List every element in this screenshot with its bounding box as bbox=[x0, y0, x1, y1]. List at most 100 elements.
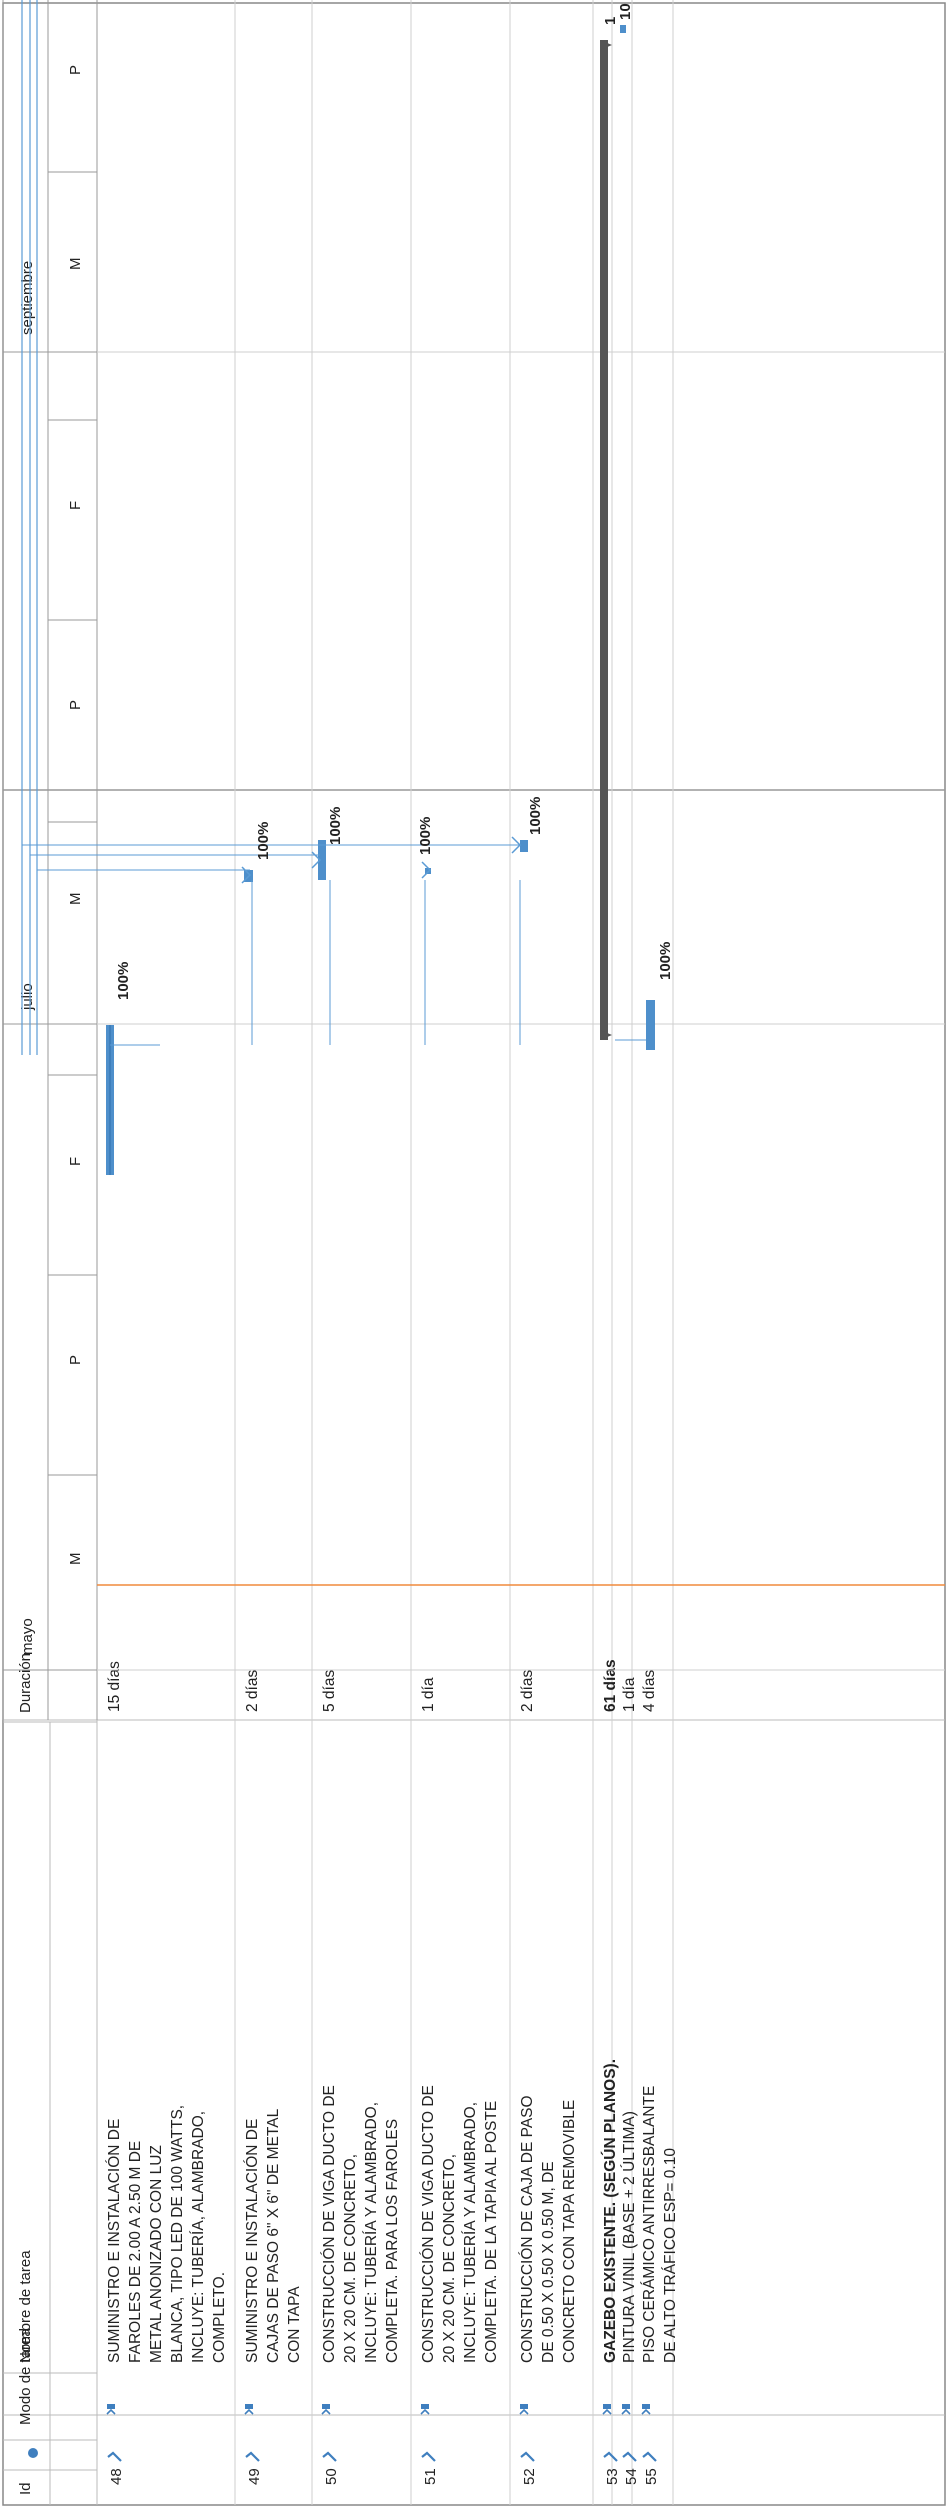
timescale-major-label: septiembre bbox=[19, 261, 36, 335]
task-duration: 1 día bbox=[621, 1677, 638, 1712]
table-row[interactable]: 54 PINTURA VINIL (BASE + 2 ÚLTIMA) 1 día bbox=[621, 1677, 640, 2485]
task-id: 48 bbox=[108, 2468, 125, 2485]
task-mode-icon bbox=[420, 2404, 430, 2415]
task-mode-icon bbox=[519, 2404, 529, 2415]
col-header-mode-text: Modo de tarea bbox=[17, 2328, 34, 2425]
task-duration: 5 días bbox=[321, 1670, 338, 1712]
row-lines bbox=[234, 0, 674, 2505]
timescale-minor-label: P bbox=[67, 65, 84, 75]
task-name-line: COMPLETA. DE LA TAPIA AL POSTE bbox=[483, 2101, 500, 2363]
task-id: 53 bbox=[604, 2468, 621, 2485]
task-name-line: PINTURA VINIL (BASE + 2 ÚLTIMA) bbox=[621, 2111, 638, 2363]
checkmark-icon bbox=[245, 2451, 260, 2462]
task-id: 55 bbox=[643, 2468, 660, 2485]
task-percent-label: 100% bbox=[657, 942, 674, 980]
task-id: 51 bbox=[422, 2468, 439, 2485]
checkmark-icon bbox=[322, 2451, 337, 2462]
timescale-minor-label: M bbox=[67, 893, 84, 906]
task-duration: 15 días bbox=[106, 1661, 123, 1712]
task-name-line: 20 X 20 CM. DE CONCRETO, bbox=[441, 2154, 458, 2363]
table-row[interactable]: 48 SUMINISTRO E INSTALACIÓN DE FAROLES DE … bbox=[106, 1661, 228, 2485]
task-name-line: INCLUYE: TUBERÍA Y ALAMBRADO, bbox=[462, 2102, 479, 2363]
task-duration: 61 días bbox=[602, 1659, 619, 1712]
task-name-line: SUMINISTRO E INSTALACIÓN DE bbox=[106, 2119, 123, 2363]
task-mode-icon bbox=[602, 2404, 612, 2415]
col-header-duration: Duración bbox=[17, 1653, 34, 1713]
timescale-minor-label: P bbox=[67, 1355, 84, 1365]
task-id: 49 bbox=[246, 2468, 263, 2485]
task-duration: 2 días bbox=[244, 1670, 261, 1712]
task-name-line: 20 X 20 CM. DE CONCRETO, bbox=[342, 2154, 359, 2363]
task-id: 50 bbox=[323, 2468, 340, 2485]
timescale-minor-label: M bbox=[67, 1553, 84, 1566]
task-percent-label: 10 bbox=[617, 3, 634, 20]
summary-bar-53[interactable] bbox=[600, 40, 608, 1040]
task-id: 52 bbox=[521, 2468, 538, 2485]
task-percent-label: 100% bbox=[115, 962, 132, 1000]
table-row[interactable]: 52 CONSTRUCCIÓN DE CAJA DE PASO DE 0.50 X … bbox=[519, 1670, 578, 2485]
task-percent-label: 100% bbox=[327, 807, 344, 845]
task-mode-icon bbox=[106, 2404, 116, 2415]
task-name-line: CONSTRUCCIÓN DE VIGA DUCTO DE bbox=[420, 2085, 437, 2363]
task-mode-icon bbox=[244, 2404, 254, 2415]
task-bar-50[interactable] bbox=[318, 840, 326, 880]
task-duration: 4 días bbox=[641, 1670, 658, 1712]
task-name-line: CONCRETO CON TAPA REMOVIBLE bbox=[561, 2100, 578, 2363]
table-row[interactable]: 55 PISO CERÁMICO ANTIRRESBALANTE DE ALTO T… bbox=[641, 1670, 679, 2485]
table-row[interactable]: 51 CONSTRUCCIÓN DE VIGA DUCTO DE 20 X 20 C… bbox=[420, 1677, 500, 2485]
checkmark-icon bbox=[520, 2451, 535, 2462]
timescale-minor-label: M bbox=[67, 258, 84, 271]
col-header-mode: Modo de tarea bbox=[17, 2328, 34, 2425]
task-bar-52[interactable] bbox=[520, 840, 528, 852]
table-row[interactable]: 50 CONSTRUCCIÓN DE VIGA DUCTO DE 20 X 20 C… bbox=[321, 1670, 401, 2485]
checkmark-icon bbox=[642, 2451, 657, 2462]
task-name-line: INCLUYE: TUBERÍA Y ALAMBRADO, bbox=[363, 2102, 380, 2363]
task-name-line: CON TAPA bbox=[286, 2286, 303, 2363]
task-name-line: DE ALTO TRÁFICO ESP= 0.10 bbox=[662, 2148, 679, 2363]
table-row[interactable]: 53 GAZEBO EXISTENTE. (SEGÚN PLANOS). 61 dí… bbox=[601, 1659, 621, 2485]
task-mode-icon bbox=[621, 2404, 631, 2415]
timescale: mayo julio septiembre M P F M P F M P bbox=[2, 0, 98, 1720]
checkmark-icon bbox=[107, 2451, 122, 2462]
table-row[interactable]: 49 SUMINISTRO E INSTALACIÓN DE CAJAS DE PA… bbox=[244, 1670, 303, 2485]
task-mode-icon bbox=[321, 2404, 331, 2415]
task-name-line: COMPLETA. PARA LOS FAROLES bbox=[384, 2119, 401, 2363]
timescale-minor-label: P bbox=[67, 700, 84, 710]
checkmark-icon bbox=[603, 2451, 618, 2462]
timescale-major-label: julio bbox=[19, 983, 36, 1011]
timescale-minor-label: F bbox=[67, 501, 84, 510]
checkmark-icon bbox=[622, 2451, 637, 2462]
task-bar-55[interactable] bbox=[646, 1000, 655, 1050]
gantt-chart: 100% 100% 100% 100% 100% 110 100% bbox=[21, 0, 945, 1671]
task-bar-54[interactable] bbox=[620, 25, 626, 33]
table-header: Id Modo de tarea Nombre de tarea Duració… bbox=[17, 1653, 38, 2495]
task-name-line: COMPLETO. bbox=[211, 2272, 228, 2363]
task-percent-label: 100% bbox=[527, 797, 544, 835]
task-id: 54 bbox=[623, 2468, 640, 2485]
task-name-line: INCLUYE: TUBERÍA, ALAMBRADO, bbox=[190, 2111, 207, 2363]
task-name-line: BLANCA, TIPO LED DE 100 WATTS, bbox=[169, 2105, 186, 2363]
task-duration: 2 días bbox=[519, 1670, 536, 1712]
task-name-line: GAZEBO EXISTENTE. (SEGÚN PLANOS). bbox=[601, 2059, 619, 2363]
checkmark-icon bbox=[421, 2451, 436, 2462]
col-header-name: Nombre de tarea bbox=[17, 2250, 34, 2363]
link-arrow-icon bbox=[421, 861, 432, 879]
task-name-line: CAJAS DE PASO 6" X 6" DE METAL bbox=[265, 2108, 282, 2363]
task-name-line: CONSTRUCCIÓN DE VIGA DUCTO DE bbox=[321, 2085, 338, 2363]
task-name-line: DE 0.50 X 0.50 X 0.50 M, DE bbox=[540, 2161, 557, 2363]
timescale-major-label: mayo bbox=[19, 1618, 36, 1655]
task-name-line: SUMINISTRO E INSTALACIÓN DE bbox=[244, 2119, 261, 2363]
info-icon bbox=[28, 2448, 38, 2458]
task-name-line: CONSTRUCCIÓN DE CAJA DE PASO bbox=[519, 2095, 536, 2363]
col-header-id: Id bbox=[17, 2482, 34, 2495]
task-percent-label: 100% bbox=[417, 817, 434, 855]
timescale-minor-label: F bbox=[67, 1157, 84, 1166]
summary-end-icon bbox=[600, 40, 612, 50]
task-name-line: METAL ANONIZADO CON LUZ bbox=[148, 2145, 165, 2363]
task-name-line: PISO CERÁMICO ANTIRRESBALANTE bbox=[641, 2086, 658, 2363]
task-percent-label: 100% bbox=[255, 822, 272, 860]
task-duration: 1 día bbox=[420, 1677, 437, 1712]
summary-end-icon bbox=[600, 1030, 612, 1040]
